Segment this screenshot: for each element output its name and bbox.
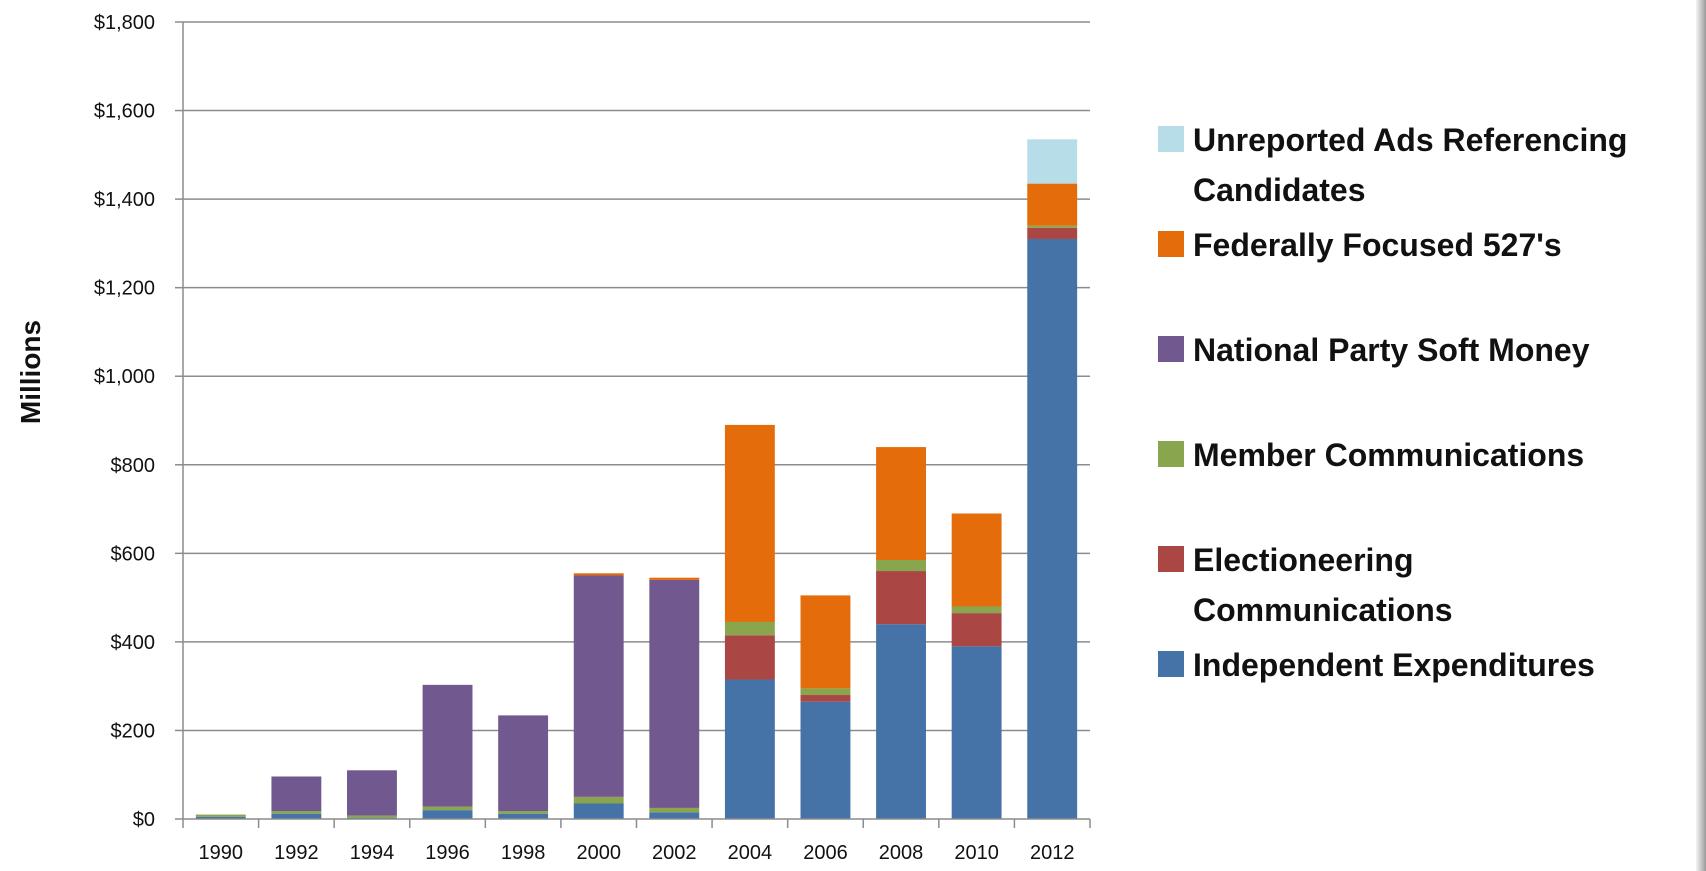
y-tick-label: $600	[111, 543, 156, 565]
bar-segment	[195, 814, 246, 817]
legend-label: Independent Expenditures	[1193, 647, 1595, 683]
bar-segment	[1027, 183, 1078, 226]
x-tick-label: 2008	[879, 842, 924, 864]
y-tick-label: $1,800	[94, 12, 155, 34]
bar-segment	[195, 816, 246, 819]
x-tick-label: 2006	[803, 842, 848, 864]
bar-segment	[649, 579, 700, 808]
bar-segment	[1027, 227, 1078, 239]
legend-swatch	[1158, 126, 1184, 152]
legend-label: Member Communications	[1193, 437, 1584, 473]
legend-swatch	[1158, 336, 1184, 362]
bar-segment	[422, 810, 473, 819]
x-tick-label: 1990	[199, 842, 244, 864]
bar-segment	[573, 573, 624, 576]
y-tick-label: $400	[111, 632, 156, 654]
axes	[175, 21, 1091, 828]
bar-segment	[271, 811, 322, 814]
legend-swatch	[1158, 231, 1184, 257]
legend-swatch	[1158, 546, 1184, 572]
legend-label: Communications	[1193, 592, 1453, 628]
bar-segment	[876, 559, 926, 572]
y-tick-label: $800	[111, 455, 156, 477]
bar-segment	[724, 635, 775, 680]
bar-segment	[271, 813, 322, 819]
bar-segment	[1027, 238, 1078, 819]
bar-segment	[649, 807, 700, 813]
bar-segment	[347, 770, 397, 816]
bar-segment	[876, 447, 926, 560]
x-tick-label: 1996	[425, 842, 470, 864]
bar-segment	[1027, 139, 1078, 184]
bar-segment	[649, 812, 700, 819]
y-tick-label: $1,200	[94, 278, 155, 300]
bar-segment	[724, 679, 775, 819]
bar-segment	[800, 701, 851, 819]
bar-segment	[800, 695, 851, 702]
bar-segment	[347, 815, 397, 818]
bar-segment	[1027, 225, 1078, 228]
bar-segment	[422, 806, 473, 811]
bar-segment	[876, 624, 926, 819]
bars	[195, 139, 1078, 819]
bar-segment	[498, 813, 549, 819]
legend-label: Electioneering	[1193, 542, 1414, 578]
x-tick-label: 2012	[1030, 842, 1075, 864]
legend-label: Federally Focused 527's	[1193, 227, 1562, 263]
x-tick-label: 1998	[501, 842, 546, 864]
legend-label: Unreported Ads Referencing	[1193, 122, 1627, 158]
bar-segment	[573, 796, 624, 804]
y-tick-labels: $0 $200 $400 $600 $800 $1,000 $1,200 $1,400 $1,6…	[94, 12, 155, 831]
bar-segment	[876, 571, 926, 625]
bar-segment	[649, 577, 700, 580]
legend-label: Candidates	[1193, 172, 1365, 208]
y-axis-title: Millions	[15, 320, 46, 424]
legend-label: National Party Soft Money	[1193, 332, 1590, 368]
window-edge	[1696, 0, 1706, 871]
bar-segment	[951, 646, 1002, 819]
bar-segment	[724, 621, 775, 636]
x-tick-label: 1992	[274, 842, 319, 864]
bar-segment	[498, 811, 549, 814]
bar-segment	[422, 684, 473, 807]
bar-segment	[573, 575, 624, 797]
y-tick-label: $200	[111, 720, 156, 742]
bar-segment	[498, 715, 549, 812]
bar-segment	[951, 606, 1002, 614]
x-tick-label: 2000	[576, 842, 621, 864]
x-tick-label: 2010	[954, 842, 999, 864]
y-tick-label: $1,400	[94, 189, 155, 211]
bar-segment	[573, 803, 624, 819]
x-tick-label: 1994	[350, 842, 395, 864]
bar-segment	[271, 776, 322, 812]
x-tick-label: 2002	[652, 842, 697, 864]
bar-segment	[800, 595, 851, 689]
gridlines	[183, 21, 1090, 732]
y-tick-label: $1,000	[94, 366, 155, 388]
bar-segment	[951, 613, 1002, 647]
bar-segment	[800, 688, 851, 696]
legend-swatch	[1158, 651, 1184, 677]
x-tick-label: 2004	[728, 842, 773, 864]
y-tick-label: $1,600	[94, 101, 155, 123]
y-tick-label: $0	[133, 809, 155, 831]
legend: Unreported Ads Referencing Candidates Fede…	[1158, 122, 1627, 683]
bar-segment	[951, 513, 1002, 607]
x-tick-labels: 1990 1992 1994 1996 1998 2000 2002 2004 2006 2008…	[199, 842, 1075, 864]
legend-swatch	[1158, 441, 1184, 467]
bar-segment	[724, 424, 775, 622]
